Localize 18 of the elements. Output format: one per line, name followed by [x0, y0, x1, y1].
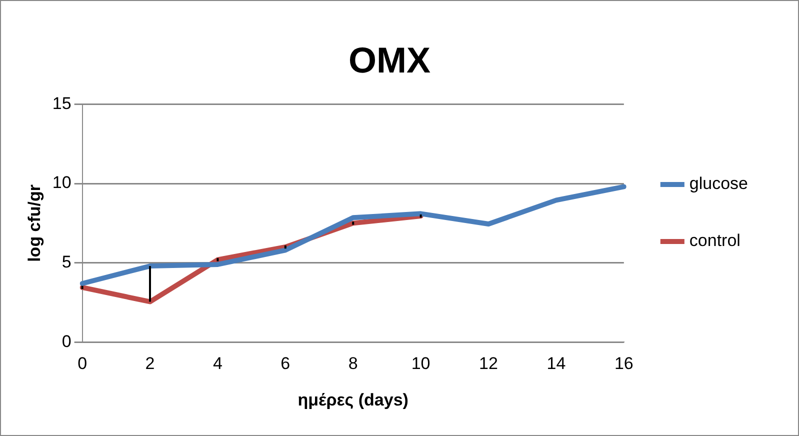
x-tick-label: 0 — [78, 354, 88, 374]
legend-label: glucose — [689, 174, 748, 194]
x-tick-label: 14 — [546, 354, 566, 374]
x-tick-label: 2 — [145, 354, 155, 374]
y-tick-label: 15 — [52, 94, 72, 113]
x-tick-label: 8 — [348, 354, 358, 374]
x-tick-label: 12 — [479, 354, 498, 374]
x-tick-label: 6 — [280, 354, 290, 374]
x-axis-title: ημέρες (days) — [298, 390, 408, 410]
chart-title: OMX — [348, 40, 431, 81]
x-tick-label: 16 — [614, 354, 634, 374]
y-axis-title: log cfu/gr — [24, 184, 44, 262]
y-tick-label: 10 — [52, 173, 72, 192]
y-tick-label: 5 — [62, 252, 72, 272]
legend-label: control — [689, 231, 740, 250]
x-tick-label: 4 — [212, 354, 222, 374]
x-tick-label: 10 — [411, 354, 430, 374]
y-tick-label: 0 — [62, 332, 72, 351]
